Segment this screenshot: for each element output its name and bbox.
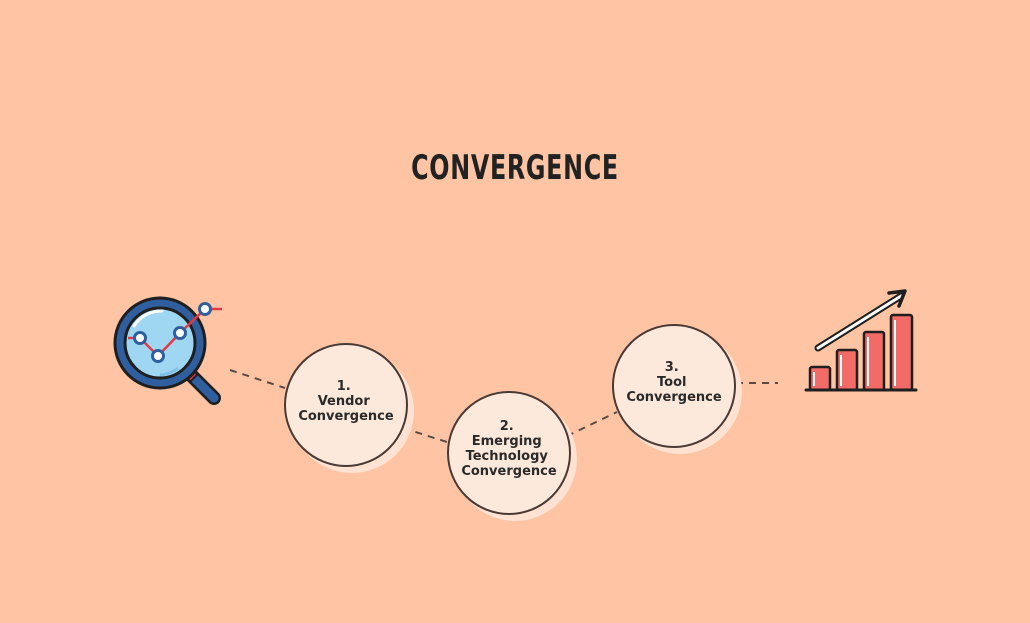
svg-text:2. Emerging Techno: 2. Emerging Technology Convergence [461, 419, 557, 479]
step-1-line-1: Vendor [318, 394, 371, 409]
step-3-line-1: Tool [657, 375, 686, 390]
step-3: 3. Tool Convergence [612, 324, 742, 454]
step-1-number: 1. [337, 379, 351, 394]
step-3-line-2: Convergence [626, 390, 722, 405]
svg-text:1. Vendor Converge: 1. Vendor Convergence [298, 379, 394, 424]
step-3-number: 3. [665, 360, 679, 375]
svg-text:3. Tool Convergenc: 3. Tool Convergence [626, 360, 722, 405]
connector-step1-to-step2 [402, 427, 451, 444]
step-1-circle [284, 343, 408, 467]
page-title: CONVERGENCE [411, 148, 619, 188]
magnifier-analytics-icon [113, 296, 222, 405]
step-2-line-2: Technology [466, 449, 549, 464]
connector-step2-to-step3 [566, 411, 618, 437]
growth-bar-chart-icon [804, 289, 918, 392]
step-2-line-3: Convergence [461, 464, 557, 479]
connectors [229, 369, 778, 444]
step-2-number: 2. [500, 419, 514, 434]
step-3-circle [612, 324, 736, 448]
step-1-line-2: Convergence [298, 409, 394, 424]
step-2-line-1: Emerging [472, 434, 542, 449]
connector-icon-to-step1 [229, 369, 286, 389]
step-1: 1. Vendor Convergence [284, 343, 414, 473]
step-2-circle [447, 391, 571, 515]
step-2: 2. Emerging Technology Convergence [447, 391, 577, 521]
